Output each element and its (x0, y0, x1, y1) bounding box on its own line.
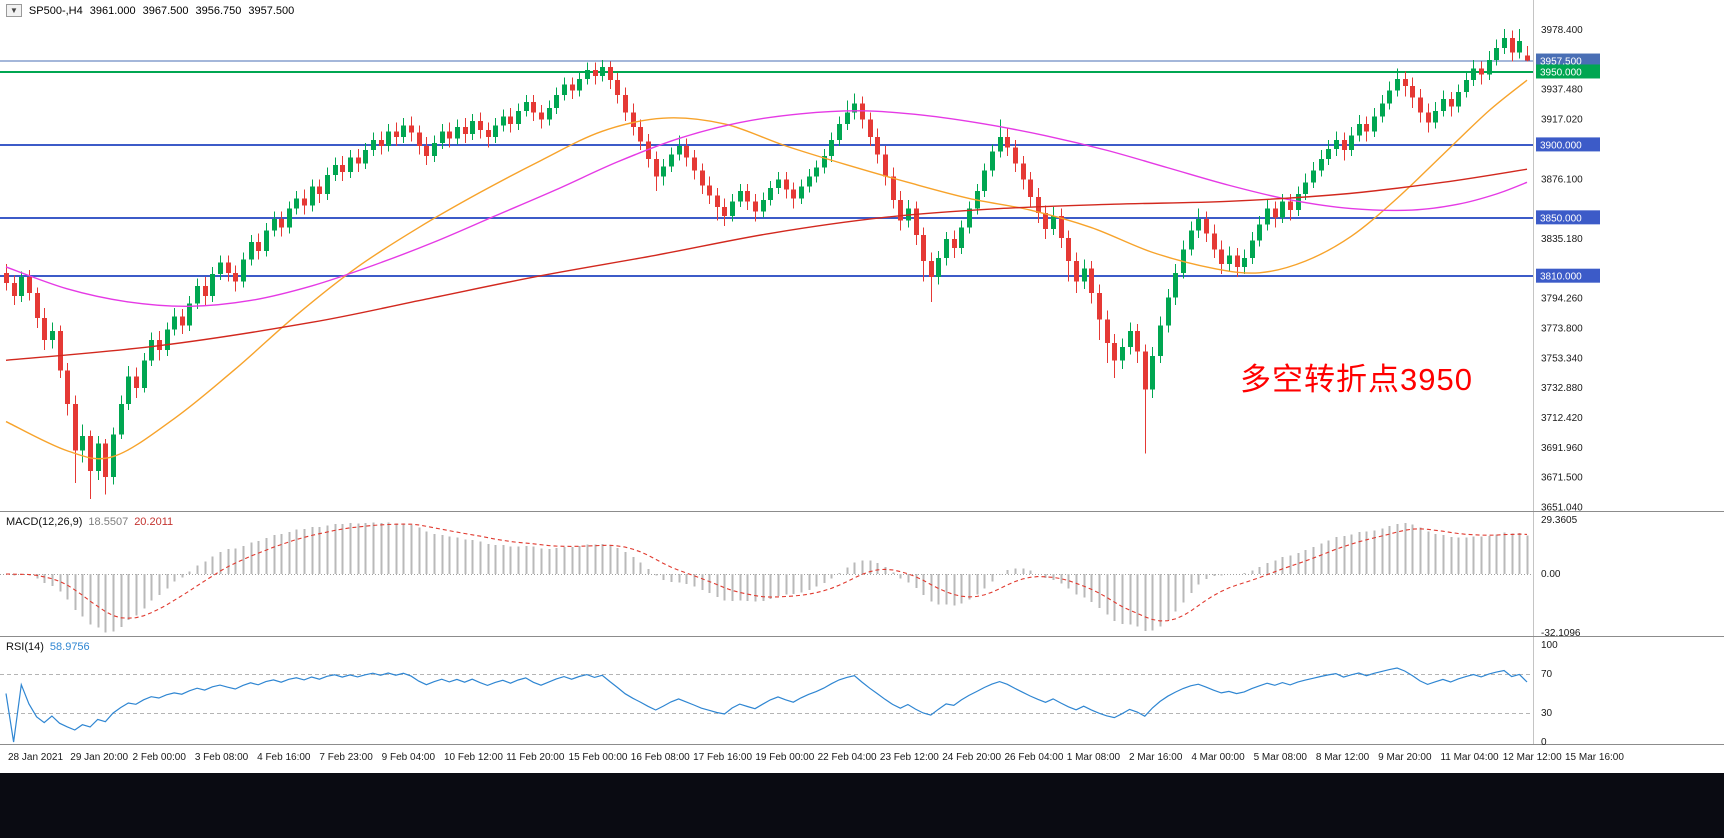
svg-text:3810.000: 3810.000 (1540, 272, 1582, 283)
moving-average-fast-orange (5, 79, 1528, 460)
chart-ohlc-header: ▼ SP500-,H4 3961.000 3967.500 3956.750 3… (6, 4, 294, 17)
time-label: 3 Feb 08:00 (194, 752, 249, 763)
time-label: 17 Feb 16:00 (693, 752, 753, 763)
high-value: 3967.500 (142, 4, 189, 17)
macd-signal-line (5, 523, 1528, 622)
price-axis[interactable]: 3978.400 3937.480 3917.020 3876.100 3835.180… (1536, 25, 1600, 512)
time-label: 15 Mar 16:00 (1565, 752, 1624, 763)
chart-annotation-text: 多空转折点3950 (1240, 362, 1473, 397)
price-tick-label: 3917.020 (1541, 115, 1583, 126)
macd-label: MACD(12,26,9) 18.5507 20.2011 (6, 516, 173, 528)
time-label: 4 Mar 00:00 (1191, 752, 1245, 763)
svg-text:3957.500: 3957.500 (1540, 57, 1582, 68)
open-value: 3961.000 (89, 4, 136, 17)
macd-axis-label: 29.3605 (1541, 515, 1578, 526)
macd-name: MACD(12,26,9) (6, 516, 83, 528)
macd-indicator-pane[interactable]: 29.3605 0.00 -32.1096 (0, 512, 1724, 637)
candlestick-series (4, 29, 1530, 499)
price-tick-label: 3835.180 (1541, 234, 1583, 245)
price-tick-label: 3753.340 (1541, 353, 1583, 364)
rsi-axis-label: 100 (1541, 640, 1558, 651)
time-axis[interactable]: 28 Jan 2021 29 Jan 20:00 2 Feb 00:00 3 Feb … (0, 745, 1724, 773)
rsi-value: 58.9756 (49, 641, 90, 653)
time-label: 9 Mar 20:00 (1378, 752, 1432, 763)
rsi-indicator-pane[interactable]: 100 70 30 0 (0, 637, 1724, 745)
time-label: 22 Feb 04:00 (817, 752, 877, 763)
symbol-timeframe-label: SP500-,H4 (28, 4, 83, 17)
time-label: 29 Jan 20:00 (70, 752, 129, 763)
svg-text:3850.000: 3850.000 (1540, 213, 1582, 224)
moving-average-mid-magenta (5, 110, 1528, 308)
time-label: 2 Feb 00:00 (132, 752, 186, 763)
time-label: 2 Mar 16:00 (1129, 752, 1183, 763)
svg-text:3950.000: 3950.000 (1540, 67, 1582, 78)
time-label: 16 Feb 08:00 (630, 752, 690, 763)
price-tick-label: 3794.260 (1541, 294, 1583, 305)
price-tick-label: 3651.040 (1541, 503, 1583, 512)
price-badge-3850.000 (1536, 210, 1600, 225)
time-label: 1 Mar 08:00 (1066, 752, 1121, 763)
price-badge-3957.500 (1536, 53, 1600, 68)
rsi-label: RSI(14) 58.9756 (6, 641, 90, 653)
rsi-axis-label: 0 (1541, 737, 1547, 745)
time-label: 7 Feb 23:00 (319, 752, 373, 763)
time-label: 11 Feb 20:00 (506, 752, 565, 763)
macd-axis-label: -32.1096 (1541, 628, 1581, 637)
time-label: 11 Mar 04:00 (1440, 752, 1499, 763)
time-label: 5 Mar 08:00 (1253, 752, 1307, 763)
time-label: 19 Feb 00:00 (755, 752, 815, 763)
price-tick-label: 3712.420 (1541, 413, 1583, 424)
time-label: 8 Mar 12:00 (1315, 752, 1370, 763)
price-tick-label: 3691.960 (1541, 443, 1583, 454)
price-badge-3950.000 (1536, 64, 1600, 79)
macd-main-value: 18.5507 (88, 516, 129, 528)
price-tick-label: 3671.500 (1541, 473, 1583, 484)
time-label: 4 Feb 16:00 (257, 752, 311, 763)
time-label: 23 Feb 12:00 (879, 752, 939, 763)
chart-menu-icon[interactable]: ▼ (6, 4, 22, 17)
price-tick-label: 3732.880 (1541, 383, 1583, 394)
time-label: 10 Feb 12:00 (443, 752, 503, 763)
price-tick-label: 3978.400 (1541, 25, 1583, 36)
macd-signal-value: 20.2011 (134, 516, 174, 528)
time-label: 24 Feb 20:00 (942, 752, 1002, 763)
rsi-axis-label: 70 (1541, 669, 1553, 680)
macd-axis-label: 0.00 (1541, 569, 1561, 580)
moving-average-slow-red (5, 168, 1528, 361)
svg-text:3900.000: 3900.000 (1540, 140, 1582, 151)
close-value: 3957.500 (248, 4, 295, 17)
rsi-axis-label: 30 (1541, 708, 1553, 719)
low-value: 3956.750 (195, 4, 242, 17)
rsi-name: RSI(14) (6, 641, 44, 653)
price-badge-3900.000 (1536, 137, 1600, 152)
time-label: 15 Feb 00:00 (568, 752, 628, 763)
rsi-line (5, 667, 1528, 743)
price-chart-pane[interactable]: 3978.400 3937.480 3917.020 3876.100 3835.180… (0, 0, 1724, 512)
time-label: 12 Mar 12:00 (1502, 752, 1562, 763)
price-badge-3810.000 (1536, 268, 1600, 283)
price-tick-label: 3773.800 (1541, 323, 1583, 334)
time-label: 28 Jan 2021 (8, 752, 64, 763)
time-label: 26 Feb 04:00 (1004, 752, 1064, 763)
time-label: 9 Feb 04:00 (381, 752, 436, 763)
bottom-panel (0, 773, 1724, 838)
price-tick-label: 3876.100 (1541, 174, 1583, 185)
price-tick-label: 3937.480 (1541, 85, 1583, 96)
macd-histogram (13, 522, 1529, 633)
